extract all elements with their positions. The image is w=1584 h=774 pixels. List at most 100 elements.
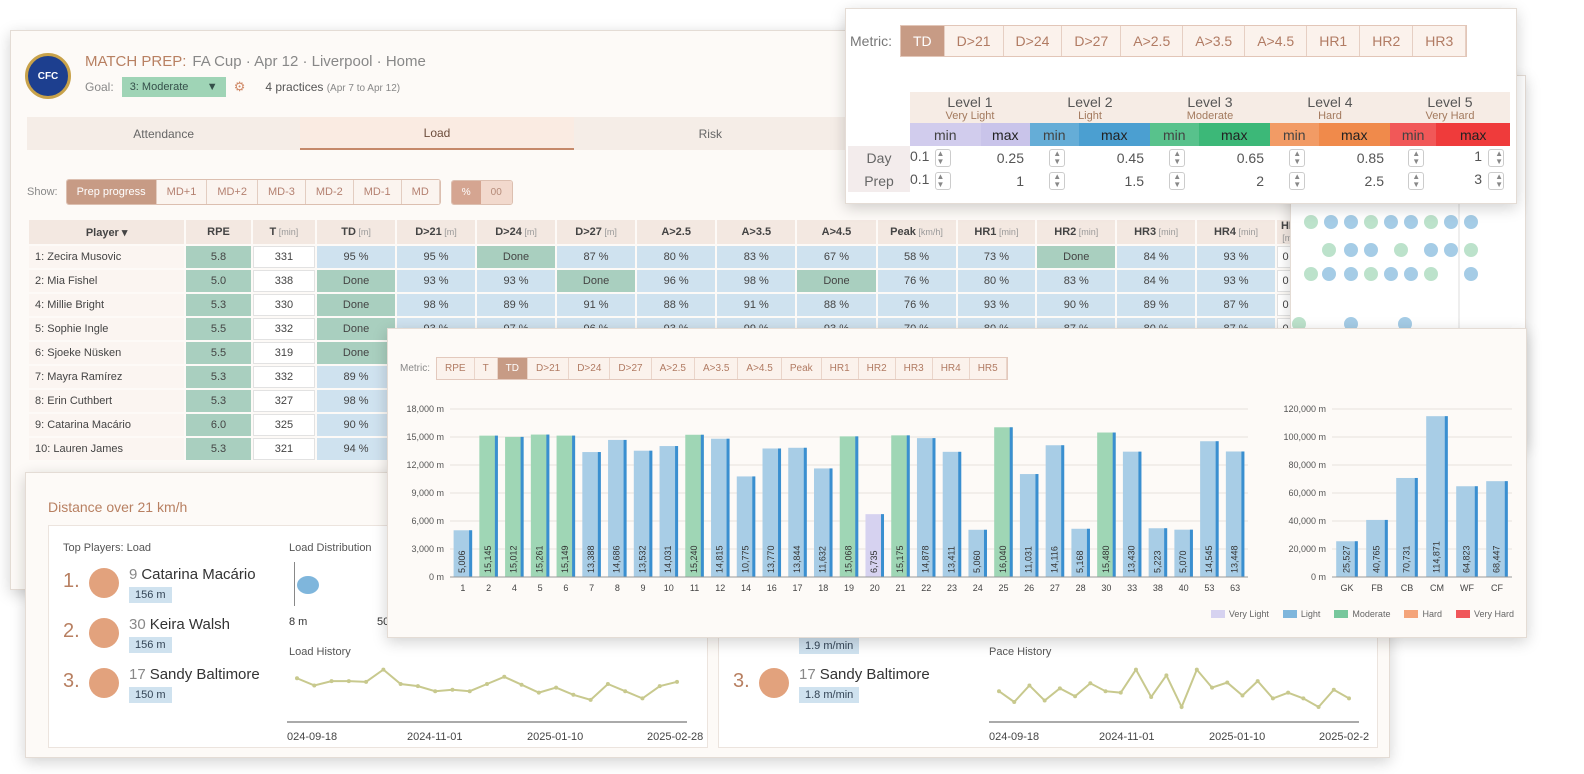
bar[interactable] xyxy=(942,451,962,577)
tab-risk[interactable]: Risk xyxy=(698,126,722,141)
metric-button[interactable]: D>21 xyxy=(944,26,1004,56)
bar[interactable] xyxy=(1426,416,1448,577)
player-name[interactable]: 17 Sandy Baltimore xyxy=(129,666,260,683)
legend-item[interactable]: Very Light xyxy=(1210,609,1269,619)
bar[interactable] xyxy=(1174,529,1193,577)
threshold-value[interactable]: 1.5 xyxy=(1124,172,1144,189)
player-name[interactable]: 9: Catarina Macário xyxy=(29,414,185,436)
player-name[interactable]: 9 Catarina Macário xyxy=(129,566,256,583)
goal-select[interactable]: 3: Moderate ▼ xyxy=(121,77,226,97)
column-header[interactable]: D>27 [m] xyxy=(557,220,636,244)
chart-metric-button[interactable]: HR2 xyxy=(858,358,896,379)
column-header[interactable]: A>3.5 xyxy=(717,220,796,244)
chart-metric-button[interactable]: HR5 xyxy=(969,358,1007,379)
bar[interactable] xyxy=(1019,474,1039,577)
column-header[interactable]: HR2 [min] xyxy=(1037,220,1116,244)
threshold-value[interactable]: 1 xyxy=(1474,148,1482,165)
column-header[interactable]: Peak [km/h] xyxy=(877,220,956,244)
player-name[interactable]: 7: Mayra Ramírez xyxy=(29,366,185,388)
show-option-md[interactable]: MD xyxy=(401,180,440,204)
metric-button[interactable]: HR1 xyxy=(1307,26,1361,56)
show-option-md-plus-2[interactable]: MD+2 xyxy=(207,180,258,204)
chart-metric-button[interactable]: Peak xyxy=(781,358,822,379)
chart-metric-button[interactable]: HR3 xyxy=(895,358,933,379)
metric-button[interactable]: D>27 xyxy=(1062,26,1122,56)
bar[interactable] xyxy=(453,530,473,577)
threshold-value[interactable]: 0.85 xyxy=(1356,149,1384,166)
column-header[interactable]: Player ▾ xyxy=(29,220,185,244)
threshold-value[interactable]: 0.1 xyxy=(910,148,930,165)
show-option-prep-progress[interactable]: Prep progress xyxy=(66,180,157,204)
player-name[interactable]: 5: Sophie Ingle xyxy=(29,318,185,340)
bar[interactable] xyxy=(479,435,498,577)
chart-metric-button[interactable]: A>2.5 xyxy=(651,358,695,379)
chart-metric-button[interactable]: D>21 xyxy=(528,358,570,379)
bar[interactable] xyxy=(813,468,833,577)
bar[interactable] xyxy=(1366,519,1388,577)
stepper-icon[interactable]: ▲ ▼ xyxy=(1049,148,1066,167)
show-option-md-minus-2[interactable]: MD-2 xyxy=(305,180,354,204)
stepper-icon[interactable]: ▲ ▼ xyxy=(1169,171,1186,190)
chart-metric-button[interactable]: TD xyxy=(497,358,529,379)
bar[interactable] xyxy=(556,435,576,577)
stepper-icon[interactable]: ▲ ▼ xyxy=(1488,148,1504,167)
bar[interactable] xyxy=(788,447,807,577)
column-header[interactable]: HR1 [min] xyxy=(957,220,1036,244)
table-row[interactable]: 6: Sjoeke Nüsken 5.5 319 Done xyxy=(29,342,1307,364)
bar[interactable] xyxy=(582,452,601,577)
bar[interactable] xyxy=(994,427,1013,577)
metric-button[interactable]: HR2 xyxy=(1360,26,1414,56)
tab-load[interactable]: Load xyxy=(300,117,574,150)
table-row[interactable]: 7: Mayra Ramírez 5.3 332 89 % xyxy=(29,366,1307,388)
chart-metric-button[interactable]: T xyxy=(474,358,498,379)
metric-button[interactable]: A>2.5 xyxy=(1121,26,1184,56)
player-name[interactable]: 30 Keira Walsh xyxy=(129,616,230,633)
bar[interactable] xyxy=(762,448,782,577)
bar[interactable] xyxy=(1071,528,1090,577)
player-name[interactable]: 1: Zecira Musovic xyxy=(29,246,185,268)
chart-metric-button[interactable]: D>24 xyxy=(569,358,611,379)
legend-item[interactable]: Light xyxy=(1282,609,1320,619)
legend-item[interactable]: Very Hard xyxy=(1455,609,1514,619)
bar[interactable] xyxy=(608,439,627,577)
bar[interactable] xyxy=(505,436,524,577)
stepper-icon[interactable]: ▲ ▼ xyxy=(935,171,952,190)
table-row[interactable]: 8: Erin Cuthbert 5.3 327 98 % xyxy=(29,390,1307,412)
player-name[interactable]: 6: Sjoeke Nüsken xyxy=(29,342,185,364)
bar[interactable] xyxy=(1122,451,1142,577)
stepper-icon[interactable]: ▲ ▼ xyxy=(1408,148,1425,167)
distribution-marker[interactable] xyxy=(297,576,319,594)
column-header[interactable]: T [min] xyxy=(252,220,316,244)
threshold-value[interactable]: 0.65 xyxy=(1236,149,1264,166)
table-row[interactable]: 10: Lauren James 5.3 321 94 % xyxy=(29,438,1307,460)
bar[interactable] xyxy=(736,476,756,577)
chart-metric-button[interactable]: D>27 xyxy=(610,358,652,379)
chart-metric-button[interactable]: HR1 xyxy=(821,358,859,379)
chart-metric-button[interactable]: RPE xyxy=(437,358,475,379)
threshold-value[interactable]: 0.25 xyxy=(996,149,1024,166)
stepper-icon[interactable]: ▲ ▼ xyxy=(1408,171,1425,190)
gear-icon[interactable]: ⚙ xyxy=(233,79,246,94)
metric-button[interactable]: D>24 xyxy=(1003,26,1063,56)
player-name[interactable]: 2: Mia Fishel xyxy=(29,270,185,292)
tab-attendance[interactable]: Attendance xyxy=(133,126,195,141)
bar[interactable] xyxy=(968,529,987,577)
threshold-value[interactable]: 3 xyxy=(1474,171,1482,188)
column-header[interactable]: RPE xyxy=(186,220,251,244)
chart-metric-button[interactable]: HR4 xyxy=(932,358,970,379)
stepper-icon[interactable]: ▲ ▼ xyxy=(1169,148,1186,167)
column-header[interactable]: D>24 [m] xyxy=(477,220,556,244)
show-option-md-minus-1[interactable]: MD-1 xyxy=(353,180,402,204)
player-name[interactable]: 4: Millie Bright xyxy=(29,294,185,316)
stepper-icon[interactable]: ▲ ▼ xyxy=(1289,171,1306,190)
stepper-icon[interactable]: ▲ ▼ xyxy=(935,148,952,167)
stepper-icon[interactable]: ▲ ▼ xyxy=(1488,171,1504,190)
table-row[interactable]: 1: Zecira Musovic 5.8 331 95 % 95 % Done 87 % 8… xyxy=(29,246,1307,268)
table-row[interactable]: 2: Mia Fishel 5.0 338 Done 93 % 93 % Done 96 % 9… xyxy=(29,270,1307,292)
bar[interactable] xyxy=(633,450,653,577)
column-header[interactable]: TD [m] xyxy=(317,220,395,244)
bar[interactable] xyxy=(659,446,679,577)
unit-percent[interactable]: % xyxy=(451,180,481,204)
table-row[interactable]: 9: Catarina Macário 6.0 325 90 % xyxy=(29,414,1307,436)
metric-button[interactable]: TD xyxy=(901,26,945,56)
